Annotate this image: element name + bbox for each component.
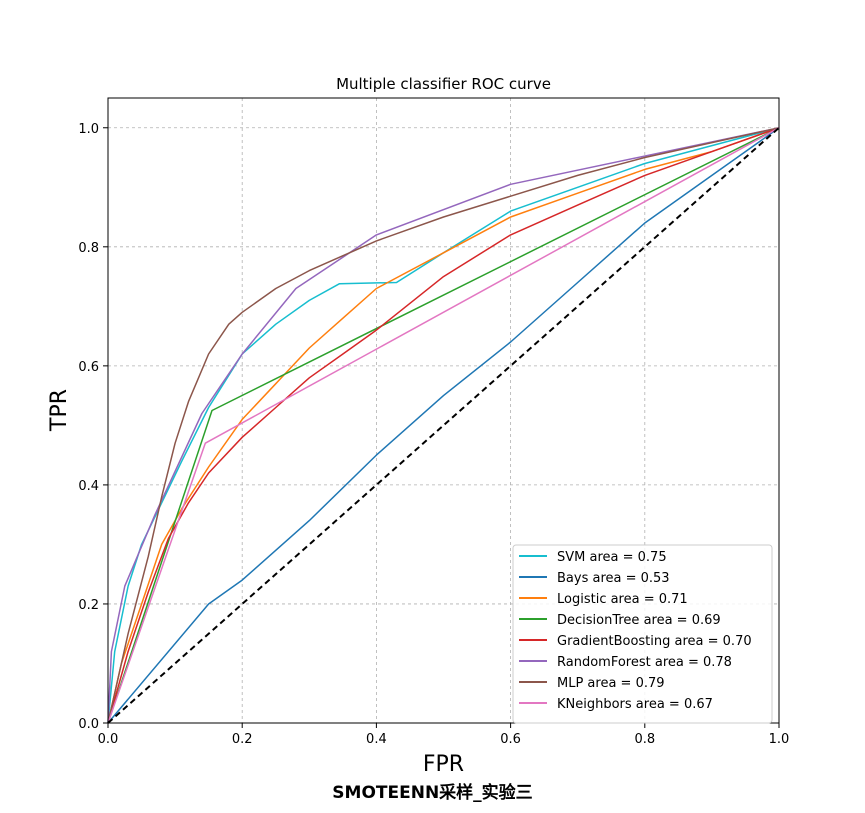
y-tick-label: 0.4: [78, 479, 99, 494]
chart-title: Multiple classifier ROC curve: [336, 75, 551, 93]
y-axis-label: TPR: [47, 389, 72, 432]
y-tick-label: 0.6: [78, 360, 99, 375]
legend-entry: MLP area = 0.79: [557, 676, 665, 691]
y-tick-label: 0.8: [78, 241, 99, 256]
roc-curve-2: [107, 127, 780, 724]
roc-curve-5: [107, 127, 780, 724]
y-tick-label: 0.0: [78, 717, 99, 732]
legend: SVM area = 0.75 Bays area = 0.53 Logistic …: [512, 544, 773, 724]
roc-curve-4: [107, 127, 780, 724]
x-tick-label: 0.6: [500, 732, 521, 747]
legend-entry: Bays area = 0.53: [557, 571, 670, 586]
legend-entry: RandomForest area = 0.78: [557, 655, 732, 670]
figure-caption: SMOTEENN采样_实验三: [332, 783, 533, 803]
legend-entry: SVM area = 0.75: [557, 550, 667, 565]
roc-curve-7: [107, 127, 780, 724]
legend-entry: Logistic area = 0.71: [557, 592, 688, 607]
x-axis-label: FPR: [423, 752, 464, 777]
y-tick-label: 1.0: [78, 122, 99, 137]
axis-ticks: 0.0 0.2 0.4 0.6 0.8 1.0 0.0 0.2 0.4 0.6 0.8 1.0: [78, 122, 789, 747]
x-tick-label: 0.4: [366, 732, 387, 747]
series-lines: [107, 127, 780, 724]
x-tick-label: 0.0: [98, 732, 119, 747]
roc-curve-3: [107, 127, 780, 724]
plot-frame: [107, 97, 780, 724]
legend-entry: GradientBoosting area = 0.70: [557, 634, 752, 649]
x-tick-label: 0.8: [634, 732, 655, 747]
x-tick-label: 1.0: [769, 732, 790, 747]
y-tick-label: 0.2: [78, 598, 99, 613]
roc-curve-6: [107, 127, 780, 724]
legend-entry: KNeighbors area = 0.67: [557, 697, 713, 712]
roc-curve-1: [107, 127, 780, 724]
legend-frame: [512, 544, 773, 724]
x-tick-label: 0.2: [232, 732, 253, 747]
legend-entry: DecisionTree area = 0.69: [557, 613, 721, 628]
